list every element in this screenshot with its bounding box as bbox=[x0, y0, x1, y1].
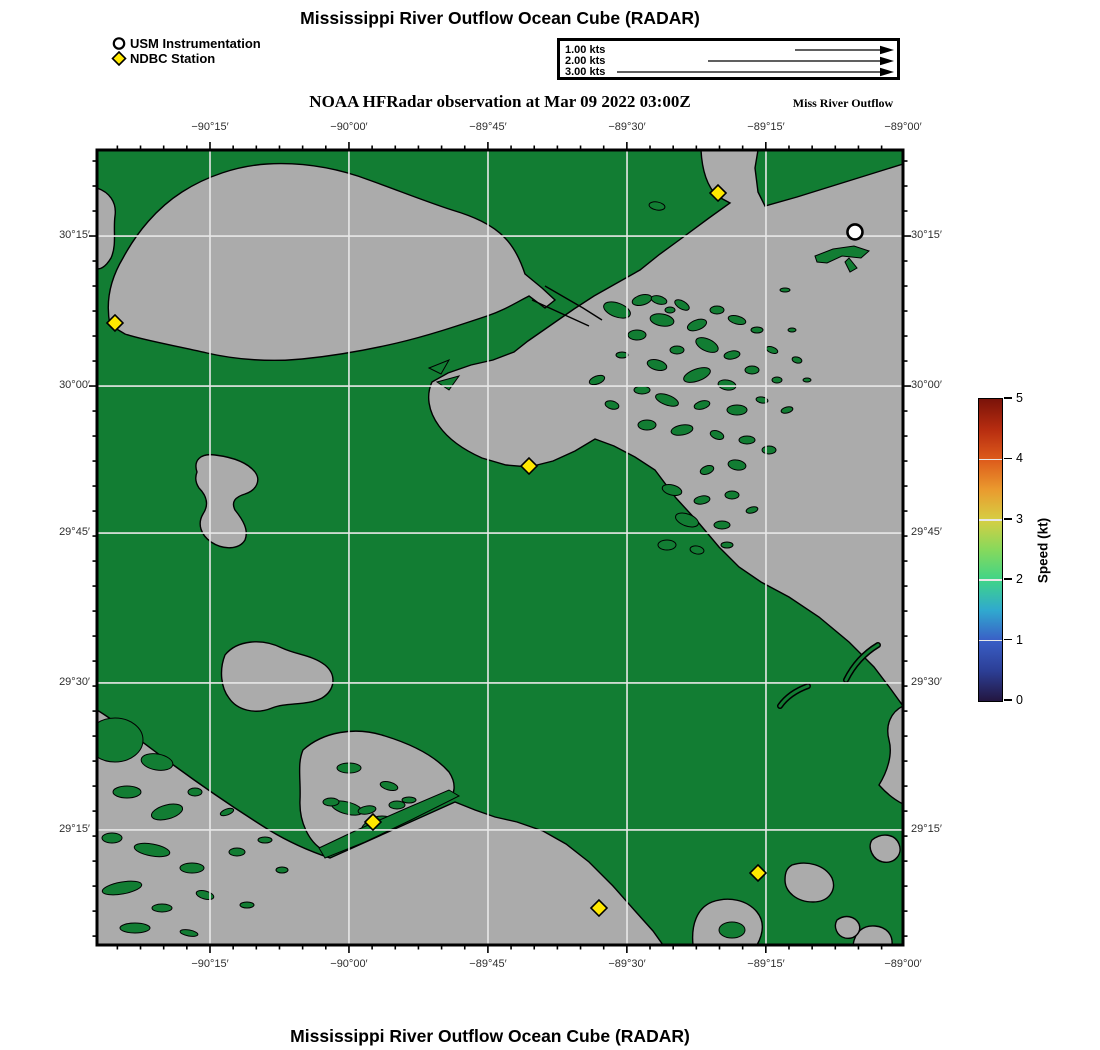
x-axis-label-bottom: −90°00′ bbox=[330, 958, 368, 970]
colorbar-tick bbox=[1004, 638, 1012, 641]
observation-subtitle: NOAA HFRadar observation at Mar 09 2022 … bbox=[309, 92, 691, 111]
x-axis-label-bottom: −90°15′ bbox=[191, 958, 229, 970]
x-axis-label-top: −90°00′ bbox=[330, 121, 368, 133]
x-axis-label-top: −90°15′ bbox=[191, 121, 229, 133]
ndbc-station-marker bbox=[105, 313, 125, 333]
y-axis-label-right: 29°30′ bbox=[911, 675, 942, 688]
x-axis-label-bottom: −89°00′ bbox=[884, 958, 922, 970]
x-axis-label-top: −89°15′ bbox=[747, 121, 785, 133]
colorbar-tick bbox=[1004, 397, 1012, 399]
colorbar-gridline bbox=[979, 458, 1002, 461]
graticule bbox=[97, 150, 903, 945]
map-land-water bbox=[97, 150, 903, 945]
legend-row-usm: USM Instrumentation bbox=[111, 36, 261, 51]
legend-usm-label: USM Instrumentation bbox=[130, 36, 261, 51]
colorbar-tick bbox=[1004, 518, 1012, 520]
colorbar-tick bbox=[1004, 699, 1012, 701]
legend-ndbc-label: NDBC Station bbox=[130, 51, 216, 66]
map-canvas bbox=[87, 140, 913, 957]
y-axis-label-right: 29°45′ bbox=[911, 526, 942, 539]
usm-instrument-marker bbox=[846, 223, 864, 241]
colorbar-tick bbox=[1004, 578, 1012, 580]
colorbar-tick-label: 4 bbox=[1016, 451, 1023, 466]
x-axis-label-bottom: −89°45′ bbox=[469, 958, 507, 970]
ndbc-station-marker bbox=[708, 183, 728, 203]
ndbc-station-marker bbox=[748, 863, 768, 883]
x-axis-label-top: −89°30′ bbox=[608, 121, 646, 133]
colorbar-tick bbox=[1004, 457, 1012, 460]
x-axis-label-bottom: −89°15′ bbox=[747, 958, 785, 970]
scale-label-1kt: 1.00 kts bbox=[565, 44, 606, 56]
colorbar-tick-label: 1 bbox=[1016, 632, 1023, 647]
y-axis-label-left: 29°15′ bbox=[59, 822, 90, 835]
x-axis-label-top: −89°00′ bbox=[884, 121, 922, 133]
ndbc-station-marker bbox=[363, 812, 383, 832]
y-axis-label-left: 29°45′ bbox=[59, 526, 90, 539]
colorbar-gridline bbox=[979, 639, 1002, 642]
colorbar-gridline bbox=[979, 579, 1002, 581]
ndbc-station-marker bbox=[589, 898, 609, 918]
colorbar-tick-label: 0 bbox=[1016, 693, 1023, 707]
ndbc-diamond-icon bbox=[111, 51, 127, 66]
region-label: Miss River Outflow bbox=[792, 96, 894, 110]
x-axis-label-bottom: −89°30′ bbox=[608, 958, 646, 970]
y-axis-label-left: 30°00′ bbox=[59, 379, 90, 392]
y-axis-label-right: 29°15′ bbox=[911, 822, 942, 835]
y-axis-label-left: 29°30′ bbox=[59, 675, 90, 688]
x-axis-label-top: −89°45′ bbox=[469, 121, 507, 133]
figure-title-bottom: Mississippi River Outflow Ocean Cube (RA… bbox=[290, 1026, 690, 1046]
speed-scale-box: 1.00 kts 2.00 kts 3.00 kts bbox=[557, 38, 900, 80]
usm-circle-icon bbox=[112, 37, 126, 50]
colorbar-title: Speed (kt) bbox=[1035, 517, 1051, 584]
y-axis-label-right: 30°15′ bbox=[911, 229, 942, 242]
y-axis-label-right: 30°00′ bbox=[911, 379, 942, 392]
colorbar-tick-label: 2 bbox=[1016, 572, 1023, 587]
marker-legend: USM Instrumentation NDBC Station bbox=[111, 36, 261, 66]
colorbar-tick-label: 3 bbox=[1016, 511, 1023, 526]
scale-arrows bbox=[617, 45, 894, 77]
scale-label-3kt: 3.00 kts bbox=[565, 66, 606, 78]
legend-row-ndbc: NDBC Station bbox=[111, 51, 261, 66]
scale-label-2kt: 2.00 kts bbox=[565, 55, 606, 67]
colorbar-gridline bbox=[979, 519, 1002, 521]
colorbar-tick-label: 5 bbox=[1016, 391, 1023, 405]
y-axis-label-left: 30°15′ bbox=[59, 229, 90, 242]
ndbc-station-marker bbox=[519, 456, 539, 476]
figure-title: Mississippi River Outflow Ocean Cube (RA… bbox=[300, 8, 700, 28]
speed-colorbar bbox=[978, 398, 1003, 702]
axis-ticks bbox=[89, 142, 911, 953]
map-svg bbox=[89, 142, 911, 953]
